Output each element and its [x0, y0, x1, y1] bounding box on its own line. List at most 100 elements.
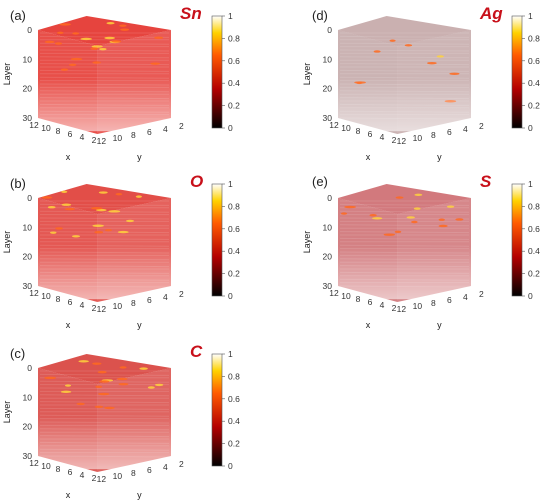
z-tick-label: 10 — [323, 54, 333, 64]
element-label: Ag — [480, 4, 503, 23]
z-axis-label: Layer — [2, 401, 12, 424]
x-tick-label: 12 — [329, 288, 339, 298]
y-axis: 12 10 8 6 4 2 y — [97, 459, 184, 500]
panel-b: (b) O 0 10 20 30 Layer 12 10 8 6 4 2 x 12 10 8 6 4 2 y 1 0.8… — [0, 168, 260, 330]
colorbar-tick-label: 0.4 — [228, 78, 240, 88]
y-tick-label: 2 — [179, 459, 184, 469]
x-tick-label: 4 — [80, 132, 85, 142]
y-axis-label: y — [137, 490, 142, 500]
x-tick-label: 10 — [41, 291, 51, 301]
layer-axis: 0 10 20 30 Layer — [2, 193, 32, 291]
panel-d: (d) Ag 0 10 20 30 Layer 12 10 8 6 4 2 x 12 10 8 6 4 2 y 1 0.… — [300, 0, 550, 162]
y-tick-label: 8 — [131, 298, 136, 308]
panel-label: (e) — [312, 174, 328, 189]
x-axis-label: x — [366, 320, 371, 330]
volume-cube — [338, 184, 472, 302]
x-tick-label: 2 — [92, 303, 97, 313]
colorbar-tick-label: 1 — [228, 179, 233, 189]
x-tick-label: 10 — [341, 123, 351, 133]
y-tick-label: 10 — [113, 471, 123, 481]
y-tick-label: 6 — [147, 465, 152, 475]
colorbar-tick-label: 0.4 — [528, 246, 540, 256]
z-axis-label: Layer — [302, 231, 312, 254]
x-tick-label: 12 — [29, 120, 39, 130]
colorbar-tick-label: 0.8 — [528, 201, 540, 211]
x-tick-label: 4 — [80, 300, 85, 310]
y-tick-label: 8 — [131, 130, 136, 140]
x-tick-label: 4 — [380, 300, 385, 310]
z-tick-label: 30 — [23, 281, 33, 291]
y-tick-label: 4 — [163, 292, 168, 302]
panel-label: (c) — [10, 346, 26, 361]
layer-axis: 0 10 20 30 Layer — [2, 363, 32, 461]
x-axis-label: x — [366, 152, 371, 162]
colorbar-tick-label: 1 — [528, 179, 533, 189]
y-tick-label: 4 — [463, 292, 468, 302]
y-tick-label: 2 — [479, 289, 484, 299]
colorbar-ramp — [211, 183, 223, 297]
x-tick-label: 8 — [56, 126, 61, 136]
colorbar-tick-label: 0 — [228, 291, 233, 301]
y-axis-label: y — [437, 320, 442, 330]
y-tick-label: 10 — [113, 301, 123, 311]
x-tick-label: 4 — [380, 132, 385, 142]
y-tick-label: 8 — [431, 298, 436, 308]
colorbar-tick-label: 0 — [528, 123, 533, 133]
colorbar-tick-label: 1 — [528, 11, 533, 21]
y-tick-label: 6 — [147, 127, 152, 137]
z-axis-label: Layer — [2, 231, 12, 254]
colorbar-ramp — [511, 183, 523, 297]
x-axis-label: x — [66, 320, 71, 330]
x-axis: 12 10 8 6 4 2 x — [29, 458, 96, 500]
y-tick-label: 12 — [397, 136, 407, 146]
y-tick-label: 12 — [97, 304, 107, 314]
layer-axis: 0 10 20 30 Layer — [2, 25, 32, 123]
z-tick-label: 0 — [27, 193, 32, 203]
y-tick-label: 4 — [163, 124, 168, 134]
z-tick-label: 30 — [323, 281, 333, 291]
y-axis-label: y — [137, 320, 142, 330]
x-tick-label: 12 — [329, 120, 339, 130]
z-tick-label: 10 — [23, 54, 33, 64]
y-tick-label: 6 — [147, 295, 152, 305]
colorbar-tick-label: 0.6 — [528, 224, 540, 234]
x-axis-label: x — [66, 490, 71, 500]
colorbar-ramp — [211, 15, 223, 129]
x-tick-label: 4 — [80, 470, 85, 480]
colorbar-tick-label: 1 — [228, 11, 233, 21]
y-tick-label: 12 — [97, 474, 107, 484]
z-tick-label: 10 — [323, 222, 333, 232]
z-tick-label: 30 — [23, 113, 33, 123]
x-tick-label: 6 — [368, 129, 373, 139]
y-tick-label: 6 — [447, 127, 452, 137]
colorbar-tick-label: 0.6 — [228, 56, 240, 66]
volume-cube — [38, 354, 172, 472]
volume-cube — [38, 16, 172, 134]
x-axis: 12 10 8 6 4 2 x — [29, 288, 96, 330]
colorbar-tick-label: 0.6 — [228, 224, 240, 234]
x-tick-label: 8 — [356, 126, 361, 136]
z-tick-label: 30 — [323, 113, 333, 123]
y-axis-label: y — [437, 152, 442, 162]
x-tick-label: 8 — [356, 294, 361, 304]
x-tick-label: 2 — [392, 135, 397, 145]
colorbar-tick-label: 0.8 — [228, 33, 240, 43]
z-tick-label: 0 — [27, 25, 32, 35]
x-tick-label: 6 — [68, 467, 73, 477]
z-tick-label: 30 — [23, 451, 33, 461]
x-tick-label: 2 — [92, 473, 97, 483]
y-tick-label: 4 — [463, 124, 468, 134]
y-axis: 12 10 8 6 4 2 y — [97, 121, 184, 162]
x-tick-label: 2 — [392, 303, 397, 313]
volume-cube — [38, 184, 172, 302]
z-tick-label: 20 — [23, 422, 33, 432]
x-tick-label: 12 — [29, 288, 39, 298]
x-axis: 12 10 8 6 4 2 x — [329, 120, 396, 162]
x-tick-label: 6 — [368, 297, 373, 307]
y-tick-label: 2 — [179, 121, 184, 131]
z-tick-label: 0 — [327, 193, 332, 203]
z-tick-label: 20 — [23, 84, 33, 94]
colorbar-tick-label: 0 — [228, 461, 233, 471]
